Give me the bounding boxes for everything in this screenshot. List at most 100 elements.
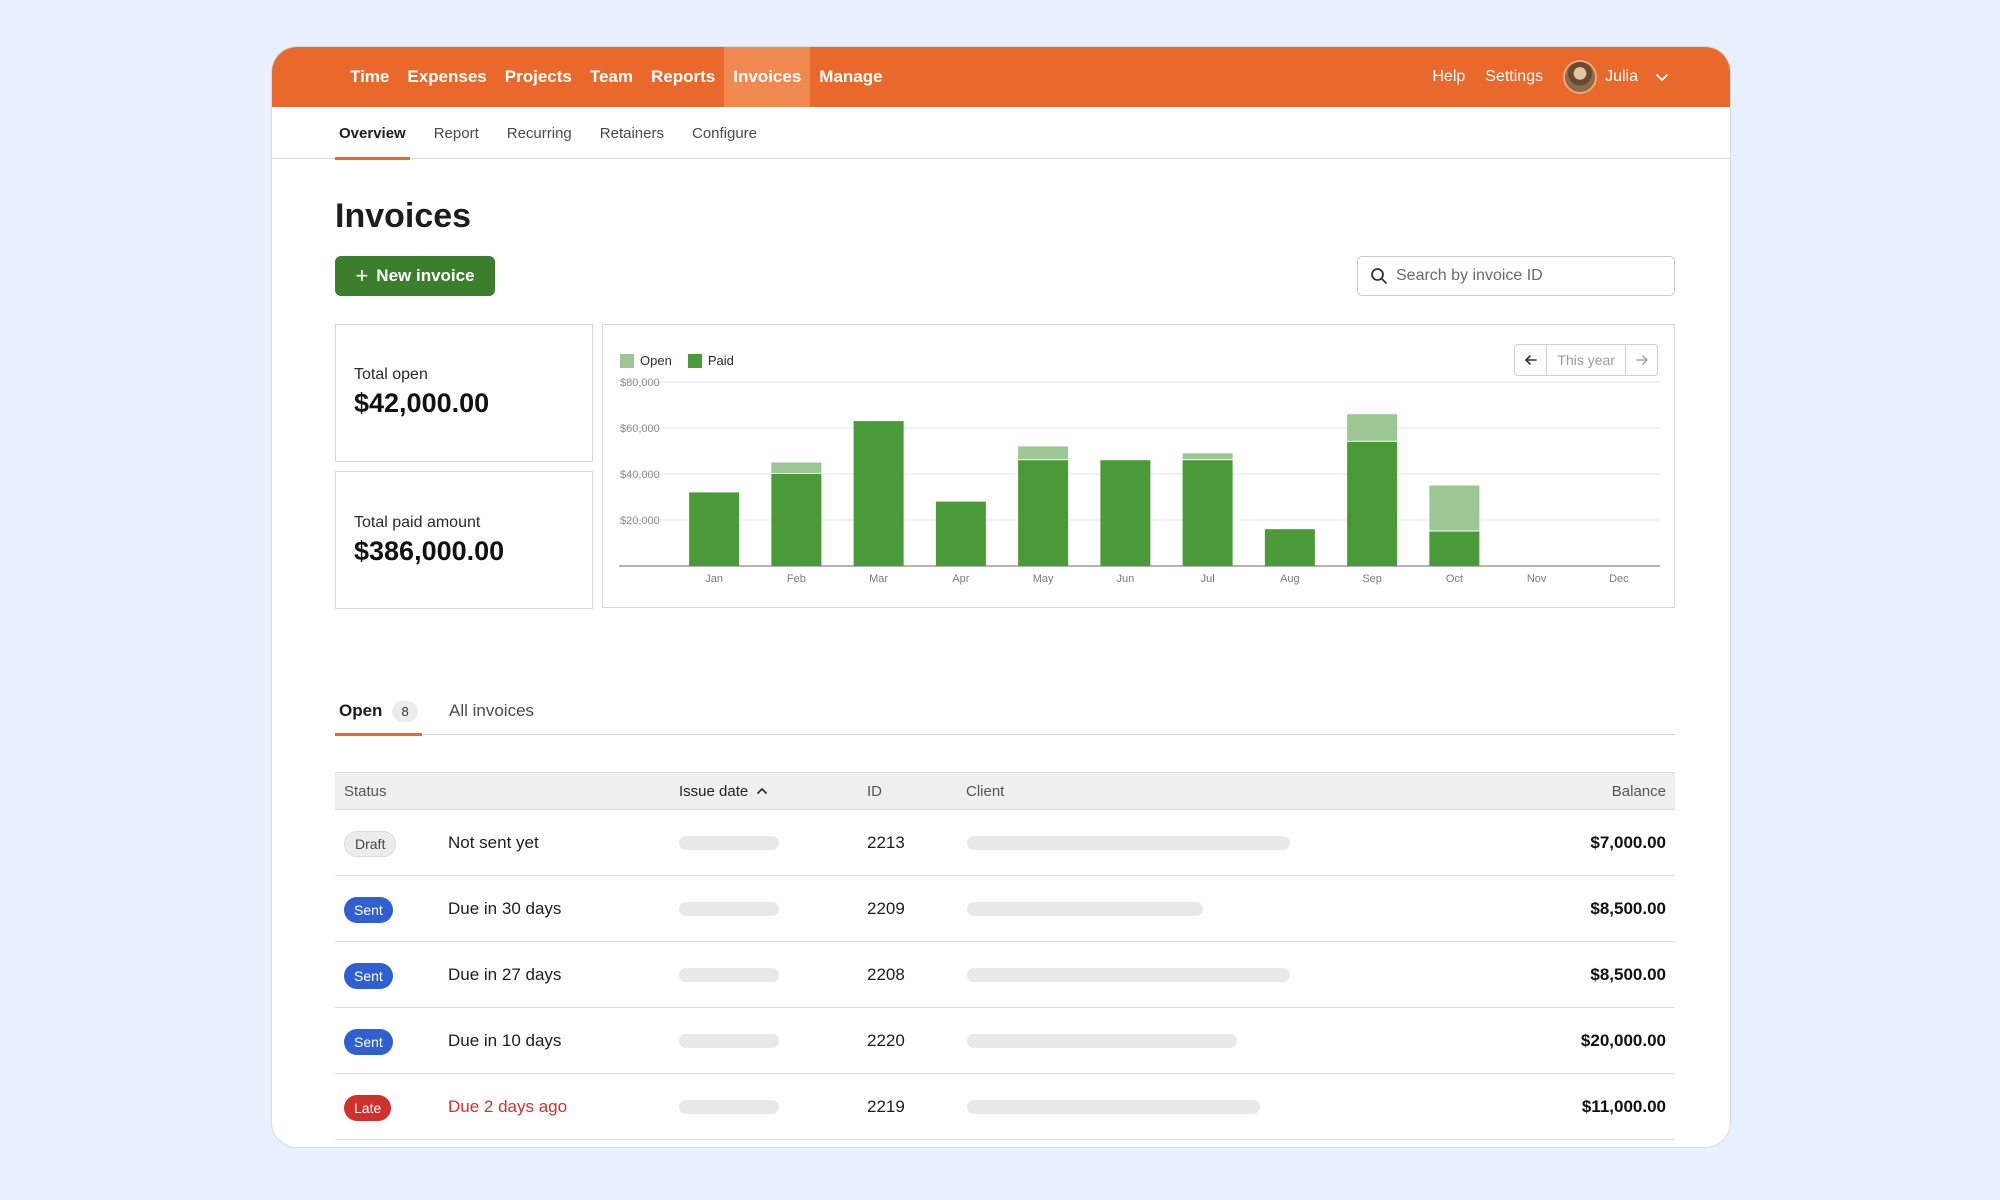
bar-paid-mar[interactable] (853, 421, 904, 566)
legend-open: Open (620, 353, 672, 368)
client-placeholder (967, 1034, 1237, 1048)
app-window: Time Expenses Projects Team Reports Invo… (271, 46, 1731, 1148)
topnav-manage[interactable]: Manage (819, 67, 883, 86)
avatar[interactable] (1563, 60, 1598, 94)
x-tick-label: Mar (869, 573, 888, 585)
total-open-card: Total open $42,000.00 (335, 324, 593, 462)
x-tick-label: Jul (1201, 573, 1215, 585)
col-balance[interactable]: Balance (1611, 783, 1666, 800)
bar-open-sep[interactable] (1347, 414, 1398, 441)
x-tick-label: Feb (787, 573, 806, 585)
status-text: Due in 27 days (448, 965, 562, 984)
x-tick-label: Jun (1117, 573, 1135, 585)
y-tick-label: $60,000 (620, 423, 660, 435)
search-box[interactable] (1357, 256, 1675, 296)
top-nav: Time Expenses Projects Team Reports Invo… (341, 47, 892, 107)
balance-value: $8,500.00 (1590, 899, 1666, 918)
table-row[interactable]: Sent Due in 10 days 2220 $20,000.00 (335, 1008, 1675, 1074)
subnav-report[interactable]: Report (433, 124, 479, 142)
invoice-id[interactable]: 2208 (867, 965, 905, 984)
bar-paid-aug[interactable] (1264, 529, 1315, 566)
balance-value: $8,500.00 (1590, 965, 1666, 984)
bar-paid-jul[interactable] (1182, 460, 1233, 566)
subnav-overview[interactable]: Overview (335, 107, 410, 160)
issue-date-placeholder (679, 836, 779, 850)
invoices-table: Status Issue date ID Client Balance Draf… (335, 772, 1675, 1140)
balance-value: $7,000.00 (1590, 833, 1666, 852)
topnav-expenses[interactable]: Expenses (407, 67, 487, 86)
bar-open-feb[interactable] (771, 462, 822, 474)
bar-paid-feb[interactable] (771, 474, 822, 566)
bar-paid-jan[interactable] (689, 492, 740, 566)
arrow-right-icon[interactable] (1625, 345, 1657, 375)
arrow-left-icon[interactable] (1515, 345, 1548, 375)
chart-card: $20,000 $40,000 $60,000 $80,000 Jan Feb Mar Apr… (602, 324, 1675, 608)
x-tick-label: Jan (705, 573, 723, 585)
legend-paid-label: Paid (707, 353, 734, 368)
topnav-reports[interactable]: Reports (651, 67, 716, 86)
table-row[interactable]: Draft Not sent yet 2213 $7,000.00 (335, 810, 1675, 876)
status-badge: Sent (344, 1029, 393, 1055)
col-client[interactable]: Client (966, 783, 1005, 800)
issue-date-placeholder (679, 1100, 779, 1114)
bar-paid-oct[interactable] (1429, 531, 1480, 567)
x-tick-label: May (1033, 573, 1054, 585)
bar-paid-may[interactable] (1018, 460, 1069, 566)
top-bar: Time Expenses Projects Team Reports Invo… (272, 47, 1730, 107)
issue-date-placeholder (679, 968, 779, 982)
bar-open-may[interactable] (1018, 446, 1069, 460)
tab-open-label: Open (339, 701, 383, 720)
tab-open[interactable]: Open 8 (335, 687, 422, 736)
bar-paid-sep[interactable] (1347, 441, 1398, 566)
invoice-id[interactable]: 2213 (867, 833, 905, 852)
settings-link[interactable]: Settings (1485, 68, 1544, 85)
bar-open-oct[interactable] (1429, 485, 1480, 531)
status-badge: Sent (344, 963, 393, 989)
balance-value: $20,000.00 (1580, 1031, 1666, 1050)
plus-icon: + (355, 263, 369, 288)
client-placeholder (967, 1100, 1260, 1114)
issue-date-placeholder (679, 902, 779, 916)
topnav-team[interactable]: Team (589, 67, 634, 86)
subnav-retainers[interactable]: Retainers (599, 124, 664, 142)
total-open-label: Total open (354, 366, 428, 383)
status-badge: Late (344, 1095, 392, 1121)
help-link[interactable]: Help (1432, 68, 1466, 85)
search-icon (1371, 268, 1387, 284)
bar-paid-apr[interactable] (935, 501, 986, 566)
table-row[interactable]: Sent Due in 30 days 2209 $8,500.00 (335, 876, 1675, 942)
x-tick-label: Aug (1280, 573, 1300, 585)
period-label[interactable]: This year (1557, 352, 1615, 368)
topnav-time[interactable]: Time (350, 67, 390, 86)
user-name[interactable]: Julia (1605, 68, 1638, 85)
total-paid-card: Total paid amount $386,000.00 (335, 471, 593, 609)
status-text: Due in 30 days (448, 899, 562, 918)
period-selector: This year (1514, 344, 1658, 376)
status-text: Due in 10 days (448, 1031, 562, 1050)
status-text: Not sent yet (448, 833, 539, 852)
y-tick-label: $40,000 (620, 469, 660, 481)
table-row[interactable]: Sent Due in 27 days 2208 $8,500.00 (335, 942, 1675, 1008)
client-placeholder (967, 836, 1290, 850)
col-issue-date-label: Issue date (679, 783, 749, 800)
chevron-down-icon[interactable] (1654, 69, 1670, 85)
y-tick-label: $80,000 (620, 377, 660, 389)
search-input[interactable] (1396, 267, 1656, 285)
table-row[interactable]: Late Due 2 days ago 2219 $11,000.00 (335, 1074, 1675, 1140)
topnav-projects[interactable]: Projects (504, 67, 572, 86)
topnav-invoices[interactable]: Invoices (724, 47, 811, 107)
col-issue-date[interactable]: Issue date (679, 783, 768, 800)
bar-open-jul[interactable] (1182, 453, 1233, 460)
subnav-configure[interactable]: Configure (691, 124, 758, 142)
subnav-recurring[interactable]: Recurring (506, 124, 572, 142)
col-id[interactable]: ID (867, 783, 882, 800)
col-status[interactable]: Status (344, 783, 387, 800)
invoice-id[interactable]: 2209 (867, 899, 905, 918)
y-tick-label: $20,000 (620, 515, 660, 527)
invoice-id[interactable]: 2220 (867, 1031, 905, 1050)
new-invoice-button[interactable]: + New invoice (335, 256, 495, 296)
tab-all-invoices[interactable]: All invoices (449, 701, 535, 720)
invoice-id[interactable]: 2219 (867, 1097, 905, 1116)
client-placeholder (967, 968, 1290, 982)
bar-paid-jun[interactable] (1100, 460, 1151, 566)
